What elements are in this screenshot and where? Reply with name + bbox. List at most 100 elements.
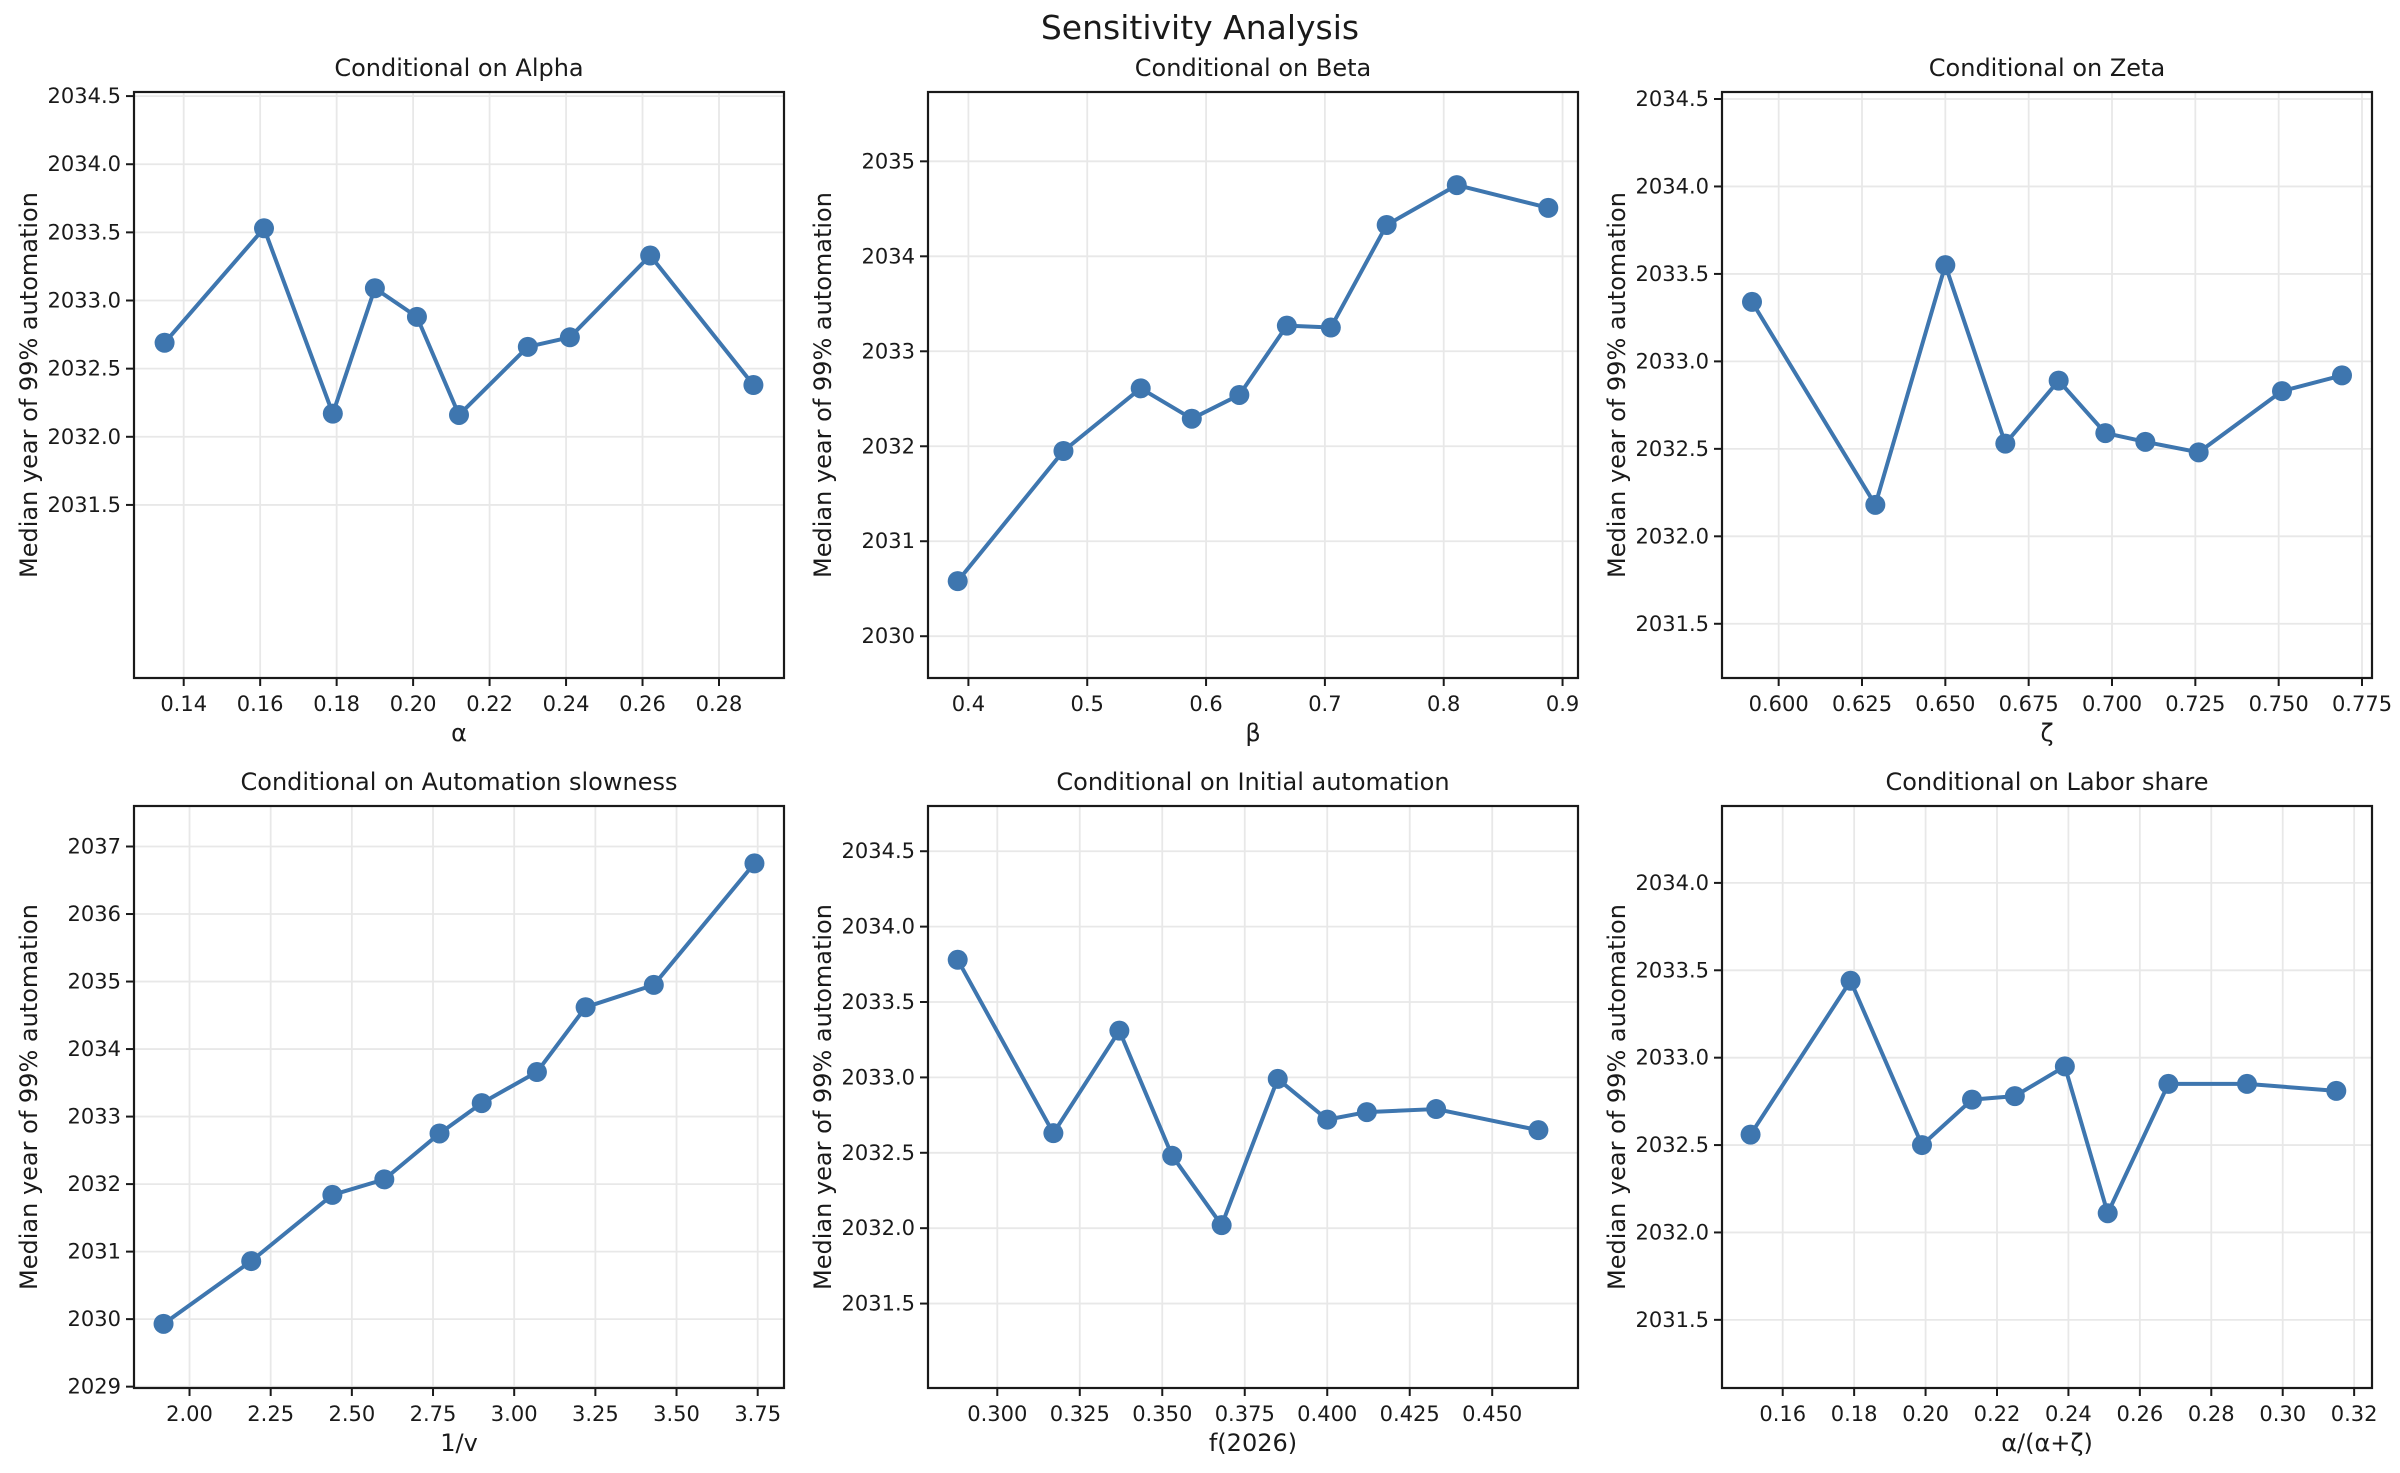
data-point [406,306,427,327]
y-tick-label: 2031.5 [48,493,121,517]
x-axis-label: 1/v [440,1429,478,1457]
subplot-title: Conditional on Alpha [334,54,583,82]
data-point [2332,365,2352,386]
y-tick-label: 2037 [68,835,121,859]
y-tick-label: 2034.5 [842,839,915,863]
x-tick-label: 0.7 [1308,692,1341,716]
data-point [364,278,385,299]
y-axis-label: Median year of 99% automation [15,904,43,1290]
data-point [517,336,538,357]
subplot-title: Conditional on Beta [1135,54,1371,82]
x-tick-label: 0.400 [1297,1402,1357,1426]
y-tick-label: 2033 [862,339,915,363]
data-point [1912,1135,1932,1156]
x-tick-label: 3.25 [572,1402,619,1426]
y-tick-label: 2033.5 [1636,958,1709,982]
data-point [2135,431,2156,452]
y-tick-label: 2030 [68,1307,121,1331]
data-point [743,375,764,395]
x-tick-label: 0.28 [696,692,743,716]
x-axis-label: ζ [2040,719,2053,747]
data-point [2054,1056,2075,1077]
x-tick-label: 2.00 [166,1402,213,1426]
data-point [1356,1102,1377,1123]
y-tick-label: 2031.5 [842,1292,915,1316]
subplot-title: Conditional on Labor share [1885,768,2208,796]
y-tick-label: 2032.5 [1636,437,1709,461]
data-point [947,571,968,592]
data-point [429,1123,450,1144]
y-tick-label: 2031.5 [1636,1308,1709,1332]
y-axis-label: Median year of 99% automation [1603,192,1631,578]
y-tick-label: 2032 [68,1172,121,1196]
data-point [1211,1215,1232,1236]
x-tick-label: 0.625 [1832,692,1892,716]
x-tick-label: 0.4 [952,692,985,716]
data-point [1538,197,1559,218]
x-axis-label: α/(α+ζ) [2001,1429,2093,1457]
x-tick-label: 0.22 [1974,1402,2021,1426]
data-point [744,853,765,874]
data-line [161,861,757,1326]
y-tick-label: 2033.0 [48,289,121,313]
y-tick-label: 2033.5 [48,220,121,244]
data-point [154,332,175,353]
y-tick-label: 2033.0 [1636,1046,1709,1070]
data-point [254,218,274,239]
data-point [1840,970,1861,991]
data-line [1750,263,2344,507]
y-tick-label: 2034.5 [48,84,121,108]
x-tick-label: 0.18 [313,692,360,716]
data-point [1229,384,1250,405]
y-tick-label: 2032.5 [1636,1133,1709,1157]
data-point [1181,408,1202,429]
y-tick-label: 2034.0 [1636,174,1709,198]
data-point [1962,1089,1982,1110]
subplot-title: Conditional on Zeta [1929,54,2165,82]
figure-suptitle: Sensitivity Analysis [1040,8,1360,47]
y-tick-label: 2032.5 [842,1141,915,1165]
x-tick-label: 0.650 [1915,692,1975,716]
x-tick-label: 0.20 [390,692,437,716]
x-tick-label: 0.30 [2259,1402,2306,1426]
axes-frame [132,804,786,1390]
data-point [1446,175,1467,196]
y-tick-label: 2034 [862,244,915,268]
data-point [2326,1080,2347,1101]
x-tick-label: 0.600 [1749,692,1809,716]
data-point [1742,291,1762,312]
y-tick-label: 2032.0 [842,1216,915,1240]
x-tick-label: 0.28 [2188,1402,2235,1426]
y-axis-label: Median year of 99% automation [809,904,837,1290]
data-point [1276,315,1297,336]
x-tick-label: 0.22 [466,692,513,716]
data-point [947,949,968,970]
y-axis-label: Median year of 99% automation [809,192,837,578]
y-tick-label: 2033.0 [842,1065,915,1089]
x-tick-label: 0.5 [1071,692,1104,716]
data-point [1109,1020,1130,1041]
x-tick-label: 0.725 [2165,692,2225,716]
y-tick-label: 2035 [862,149,915,173]
x-axis-label: β [1245,719,1260,747]
x-tick-label: 0.6 [1189,692,1222,716]
data-line [162,226,756,417]
data-point [1865,494,1886,515]
data-point [322,1184,343,1205]
x-tick-label: 0.14 [160,692,207,716]
y-tick-label: 2030 [862,624,915,648]
data-point [1740,1124,1761,1145]
y-tick-label: 2033.5 [1636,262,1709,286]
data-point [153,1313,174,1334]
axes-frame [1720,804,2374,1390]
data-point [1162,1145,1183,1166]
x-tick-label: 0.26 [619,692,666,716]
x-tick-label: 3.75 [734,1402,781,1426]
x-tick-label: 0.20 [1902,1402,1949,1426]
data-point [2095,423,2116,444]
x-tick-label: 0.425 [1380,1402,1440,1426]
data-point [575,997,596,1018]
y-tick-label: 2031 [68,1240,121,1264]
x-tick-label: 0.24 [2045,1402,2092,1426]
